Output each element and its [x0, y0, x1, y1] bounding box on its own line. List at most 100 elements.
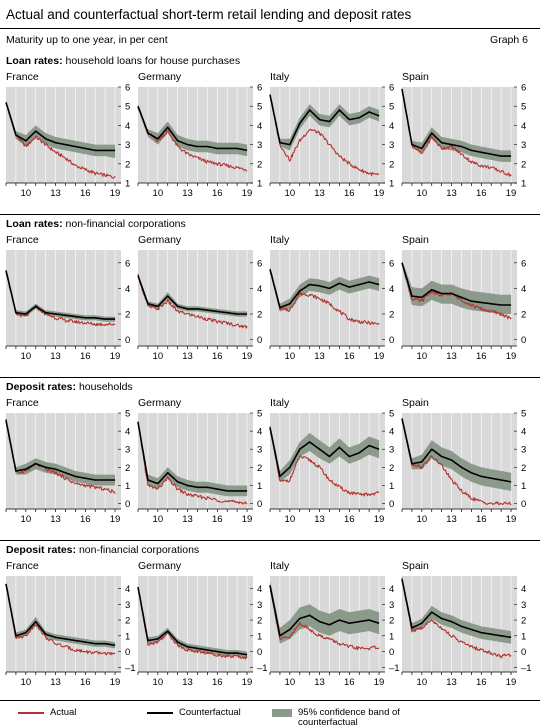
y-tick-label: 0 — [521, 499, 526, 510]
y-tick-label: 2 — [125, 310, 130, 321]
x-tick-label: 10 — [417, 514, 428, 525]
y-tick-label: 0 — [125, 499, 130, 510]
chart-subtitle: Maturity up to one year, in per cent — [6, 34, 168, 46]
confidence-band — [138, 420, 248, 497]
x-tick-label: 16 — [80, 677, 91, 688]
x-tick-label: 10 — [153, 188, 164, 199]
y-tick-label: 0 — [125, 335, 130, 346]
actual-series-line — [401, 577, 512, 659]
counterfactual-series-line — [137, 421, 248, 492]
y-tick-label: –1 — [521, 663, 532, 674]
chart-title: Actual and counterfactual short-term ret… — [6, 7, 412, 22]
section-title-bold: Loan rates: — [6, 218, 63, 230]
panel-title: France — [6, 234, 39, 246]
x-tick-label: 19 — [374, 677, 385, 688]
legend-band-label: 95% confidence band of counterfactual — [298, 707, 400, 728]
y-tick-label: 5 — [125, 102, 130, 113]
confidence-band — [402, 577, 512, 644]
y-tick-label: 2 — [389, 463, 394, 474]
y-tick-label: 4 — [257, 584, 262, 595]
panel-title: Italy — [270, 397, 290, 409]
graph-number: Graph 6 — [490, 34, 528, 46]
counterfactual-series-line — [137, 275, 248, 315]
x-tick-label: 16 — [344, 188, 355, 199]
y-tick-label: 2 — [521, 616, 526, 627]
y-tick-label: 4 — [257, 121, 262, 132]
y-tick-label: 4 — [521, 121, 526, 132]
x-tick-label: 16 — [80, 514, 91, 525]
section-rule — [0, 377, 540, 378]
line-panel: 10 13 16 19 0 1 2 3 4 5 — [137, 409, 262, 525]
x-tick-label: 19 — [110, 677, 121, 688]
confidence-band — [6, 418, 116, 486]
y-tick-label: 2 — [389, 310, 394, 321]
line-panel: 10 13 16 19 –1 0 1 2 3 4 — [269, 576, 400, 688]
x-tick-label: 19 — [506, 677, 517, 688]
counterfactual-series-line — [269, 585, 380, 637]
actual-series-line — [269, 584, 380, 651]
y-tick-label: 2 — [521, 310, 526, 321]
actual-series-line — [401, 418, 512, 506]
legend: Actual Counterfactual 95% confidence ban… — [0, 700, 540, 728]
panel-title: France — [6, 71, 39, 83]
y-tick-label: 0 — [257, 647, 262, 658]
x-tick-label: 13 — [446, 188, 457, 199]
section-title-bold: Deposit rates: — [6, 544, 77, 556]
line-panel: 10 13 16 19 –1 0 1 2 3 4 — [401, 576, 532, 688]
line-panel: 10 13 16 19 1 2 3 4 5 6 — [137, 83, 262, 199]
section-title: Loan rates: household loans for house pu… — [6, 55, 240, 67]
confidence-band — [138, 104, 248, 157]
y-tick-label: 0 — [257, 335, 262, 346]
actual-series-line — [269, 270, 380, 326]
x-tick-label: 13 — [314, 677, 325, 688]
line-panel: 10 13 16 19 –1 0 1 2 3 4 — [137, 576, 268, 688]
panel-title: Spain — [402, 560, 429, 572]
line-panel: 10 13 16 19 0 2 4 6 — [137, 250, 262, 362]
plot-background — [270, 87, 385, 183]
y-tick-label: 5 — [389, 409, 394, 420]
y-tick-label: 2 — [125, 616, 130, 627]
y-tick-label: 2 — [389, 159, 394, 170]
y-tick-label: 5 — [125, 409, 130, 420]
x-tick-label: 19 — [242, 677, 253, 688]
y-tick-label: 3 — [125, 140, 130, 151]
y-tick-label: 2 — [257, 616, 262, 627]
y-tick-label: –1 — [389, 663, 400, 674]
title-rule — [0, 28, 540, 29]
line-panel: 10 13 16 19 0 2 4 6 — [401, 250, 526, 362]
counterfactual-series-line — [5, 270, 116, 320]
y-tick-label: 3 — [389, 445, 394, 456]
actual-series-line — [5, 418, 116, 494]
x-tick-label: 10 — [153, 351, 164, 362]
confidence-band — [270, 92, 380, 151]
x-tick-label: 16 — [212, 677, 223, 688]
line-panel: 10 13 16 19 1 2 3 4 5 6 — [269, 83, 394, 199]
y-tick-label: –1 — [125, 663, 136, 674]
counterfactual-series-line — [401, 578, 512, 639]
y-tick-label: 1 — [389, 631, 394, 642]
actual-series-line — [137, 107, 248, 172]
section-title: Deposit rates: non-financial corporation… — [6, 544, 199, 556]
panel-title: Spain — [402, 234, 429, 246]
x-tick-label: 16 — [344, 677, 355, 688]
y-tick-label: –1 — [257, 663, 268, 674]
y-tick-label: 2 — [521, 463, 526, 474]
y-tick-label: 5 — [257, 409, 262, 420]
y-tick-label: 6 — [125, 83, 130, 94]
x-tick-label: 16 — [212, 514, 223, 525]
section-rule — [0, 214, 540, 215]
plot-background — [270, 250, 385, 346]
x-tick-label: 16 — [212, 188, 223, 199]
counterfactual-series-line — [401, 88, 512, 157]
y-tick-label: 5 — [521, 102, 526, 113]
y-tick-label: 4 — [521, 284, 526, 295]
x-tick-label: 16 — [80, 188, 91, 199]
line-panel: 10 13 16 19 0 2 4 6 — [269, 250, 394, 362]
counterfactual-series-line — [5, 102, 116, 152]
counterfactual-series-line — [5, 420, 116, 481]
line-panel: 10 13 16 19 –1 0 1 2 3 4 — [5, 576, 136, 688]
y-tick-label: 3 — [521, 600, 526, 611]
actual-series-line — [137, 273, 248, 329]
line-panel: 10 13 16 19 0 1 2 3 4 5 — [5, 409, 130, 525]
x-tick-label: 19 — [110, 351, 121, 362]
